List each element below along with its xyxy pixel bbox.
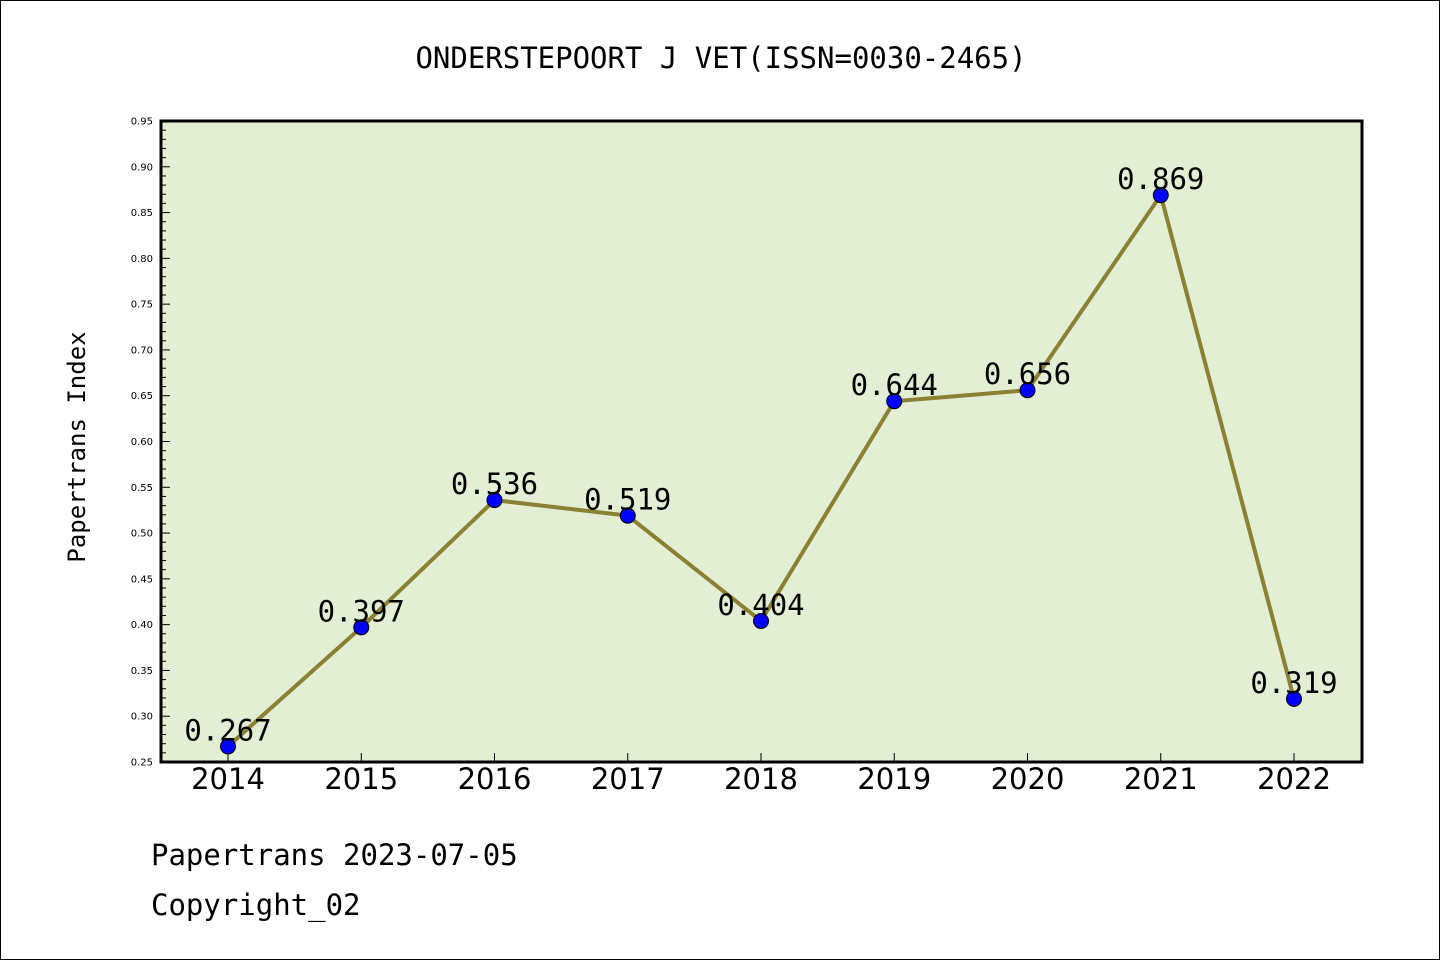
data-point — [886, 393, 903, 410]
y-tick-label: 0.65 — [131, 391, 153, 402]
x-tick-label: 2018 — [724, 762, 798, 796]
y-tick-label: 0.95 — [131, 117, 153, 128]
y-tick-label: 0.60 — [131, 437, 153, 448]
x-tick-label: 2016 — [458, 762, 532, 796]
data-label: 0.397 — [318, 594, 405, 628]
data-label: 0.319 — [1250, 666, 1337, 700]
y-tick-label: 0.55 — [131, 483, 153, 494]
y-tick-label: 0.85 — [131, 208, 153, 219]
data-point — [1019, 382, 1036, 399]
data-point — [353, 619, 370, 636]
x-tick-label: 2020 — [991, 762, 1065, 796]
x-tick-label: 2021 — [1124, 762, 1198, 796]
data-label: 0.869 — [1117, 162, 1204, 196]
x-tick-label: 2017 — [591, 762, 665, 796]
y-tick-label: 0.25 — [131, 758, 153, 769]
y-tick-label: 0.40 — [131, 620, 153, 631]
data-point — [619, 507, 636, 524]
series-layer: 0.267 0.397 0.536 0.519 0.404 0.644 0.656 0.869… — [184, 162, 1338, 755]
x-tick-label: 2014 — [191, 762, 265, 796]
y-tick-label: 0.70 — [131, 345, 153, 356]
y-tick-label: 0.90 — [131, 162, 153, 173]
y-tick-label: 0.50 — [131, 529, 153, 540]
data-label: 0.644 — [851, 368, 938, 402]
data-point — [753, 612, 769, 629]
y-tick-label: 0.75 — [131, 300, 153, 311]
y-tick-label: 0.45 — [131, 574, 153, 585]
x-axis: 2014 2015 2016 2017 2018 2019 2020 2021 2022 — [191, 753, 1331, 796]
plot-frame — [159, 119, 1364, 764]
data-label: 0.656 — [984, 357, 1071, 391]
data-label: 0.519 — [584, 483, 671, 517]
y-tick-label: 0.35 — [131, 666, 153, 677]
data-point — [486, 492, 503, 509]
x-tick-label: 2019 — [857, 762, 931, 796]
x-tick-label: 2022 — [1257, 762, 1331, 796]
footer-copyright: Copyright_02 — [151, 888, 361, 923]
y-tick-label: 0.80 — [131, 254, 153, 265]
chart-title: ONDERSTEPOORT J VET(ISSN=0030-2465) — [415, 41, 1026, 75]
y-tick-label: 0.30 — [131, 712, 153, 723]
plot-area — [161, 121, 1362, 762]
data-label: 0.267 — [184, 713, 271, 747]
footer-date: Papertrans 2023-07-05 — [151, 838, 518, 872]
x-tick-label: 2015 — [324, 762, 398, 796]
data-point — [1286, 690, 1302, 707]
data-point — [1152, 187, 1169, 204]
data-label: 0.404 — [717, 588, 804, 622]
data-label: 0.536 — [451, 467, 538, 501]
data-point — [220, 738, 236, 755]
y-axis-label: Papertrans Index — [63, 331, 91, 562]
